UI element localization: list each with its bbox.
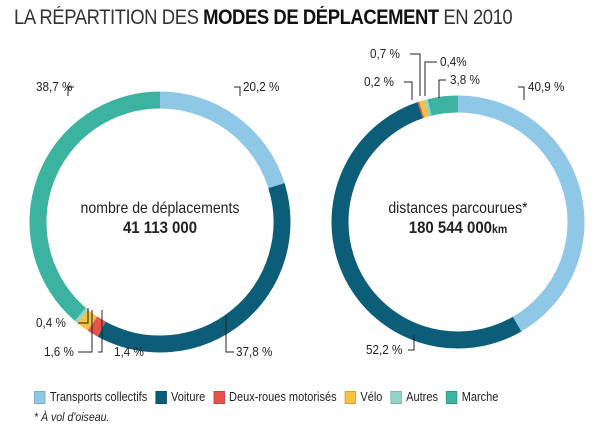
leader-line bbox=[225, 315, 234, 353]
leader-line bbox=[98, 310, 103, 353]
center-label: nombre de déplacements bbox=[80, 200, 240, 217]
chart-title: LA RÉPARTITION DES MODES DE DÉPLACEMENT … bbox=[14, 6, 513, 30]
legend-item: Vélo bbox=[344, 390, 383, 404]
legend-label: Marche bbox=[461, 390, 499, 404]
legend-item: Deux-roues motorisés bbox=[213, 390, 337, 404]
leader-line bbox=[404, 81, 413, 100]
donut-segment-v-lo bbox=[418, 100, 429, 118]
center-value: 41 113 000 bbox=[122, 218, 198, 237]
label-trips-autres: 0,4 % bbox=[36, 315, 66, 330]
legend-item: Autres bbox=[390, 390, 438, 404]
label-trips-voiture: 37,8 % bbox=[236, 344, 273, 359]
legend-label: Transports collectifs bbox=[49, 390, 148, 404]
label-dist-marche: 3,8 % bbox=[450, 72, 480, 87]
footnote: * À vol d'oiseau. bbox=[34, 410, 110, 424]
center-value: 180 544 000 bbox=[408, 218, 492, 237]
legend-swatch bbox=[155, 390, 167, 404]
legend-label: Voiture bbox=[171, 390, 206, 404]
donut-segment-voiture bbox=[97, 183, 291, 353]
center-unit: km bbox=[491, 222, 508, 236]
leader-line bbox=[438, 79, 446, 98]
legend-swatch bbox=[445, 390, 458, 404]
legend-item: Transports collectifs bbox=[34, 390, 147, 404]
label-trips-marche: 38,7 % bbox=[36, 79, 73, 94]
legend-swatch bbox=[213, 390, 225, 404]
donut-trips bbox=[29, 91, 291, 353]
title-suffix: EN 2010 bbox=[438, 6, 513, 29]
label-trips-transports: 20,2 % bbox=[243, 79, 280, 94]
donut-segment-voiture bbox=[331, 102, 522, 349]
title-bold: MODES DE DÉPLACEMENT bbox=[203, 6, 439, 29]
title-prefix: LA RÉPARTITION DES bbox=[14, 6, 204, 29]
leader-line bbox=[67, 86, 74, 96]
donut-segment-transports-collectifs bbox=[457, 95, 585, 332]
legend-label: Deux-roues motorisés bbox=[229, 390, 337, 404]
label-dist-autres: 0,4% bbox=[440, 54, 467, 69]
label-dist-voiture: 52,2 % bbox=[366, 342, 403, 357]
label-dist-transports: 40,9 % bbox=[528, 79, 565, 94]
label-dist-velo: 0,7 % bbox=[370, 46, 400, 61]
legend-swatch bbox=[390, 390, 402, 404]
center-label: distances parcourues* bbox=[388, 200, 528, 217]
leader-line bbox=[78, 310, 93, 353]
leader-lines bbox=[67, 53, 525, 353]
label-trips-velo: 1,6 % bbox=[44, 344, 74, 359]
leader-line bbox=[424, 61, 437, 96]
donut-segment-marche bbox=[427, 95, 459, 116]
donut-segment-deux-roues-motoris-s bbox=[87, 316, 106, 337]
donut-distances bbox=[331, 95, 585, 349]
legend-item: Marche bbox=[445, 390, 499, 404]
legend-swatch bbox=[34, 390, 46, 404]
legend-label: Vélo bbox=[360, 390, 383, 404]
leader-line bbox=[408, 335, 415, 351]
donut-segment-autres bbox=[74, 307, 89, 323]
leader-line bbox=[78, 308, 89, 324]
leader-line bbox=[518, 86, 525, 100]
legend: Transports collectifs Voiture Deux-roues… bbox=[34, 390, 498, 404]
donut-segment-transports-collectifs bbox=[159, 91, 285, 189]
donut-segment-autres bbox=[424, 99, 432, 117]
center-trips: nombre de déplacements 41 113 000 bbox=[63, 200, 257, 238]
leader-line bbox=[234, 86, 241, 96]
legend-item: Voiture bbox=[155, 390, 205, 404]
label-dist-deux-roues: 0,2 % bbox=[364, 74, 394, 89]
donut-segment-marche bbox=[29, 91, 161, 321]
label-trips-deux-roues: 1,4 % bbox=[114, 344, 144, 359]
legend-swatch bbox=[344, 390, 356, 404]
leader-line bbox=[410, 53, 421, 96]
legend-label: Autres bbox=[406, 390, 438, 404]
center-distances: distances parcourues* 180 544 000km bbox=[361, 200, 555, 238]
